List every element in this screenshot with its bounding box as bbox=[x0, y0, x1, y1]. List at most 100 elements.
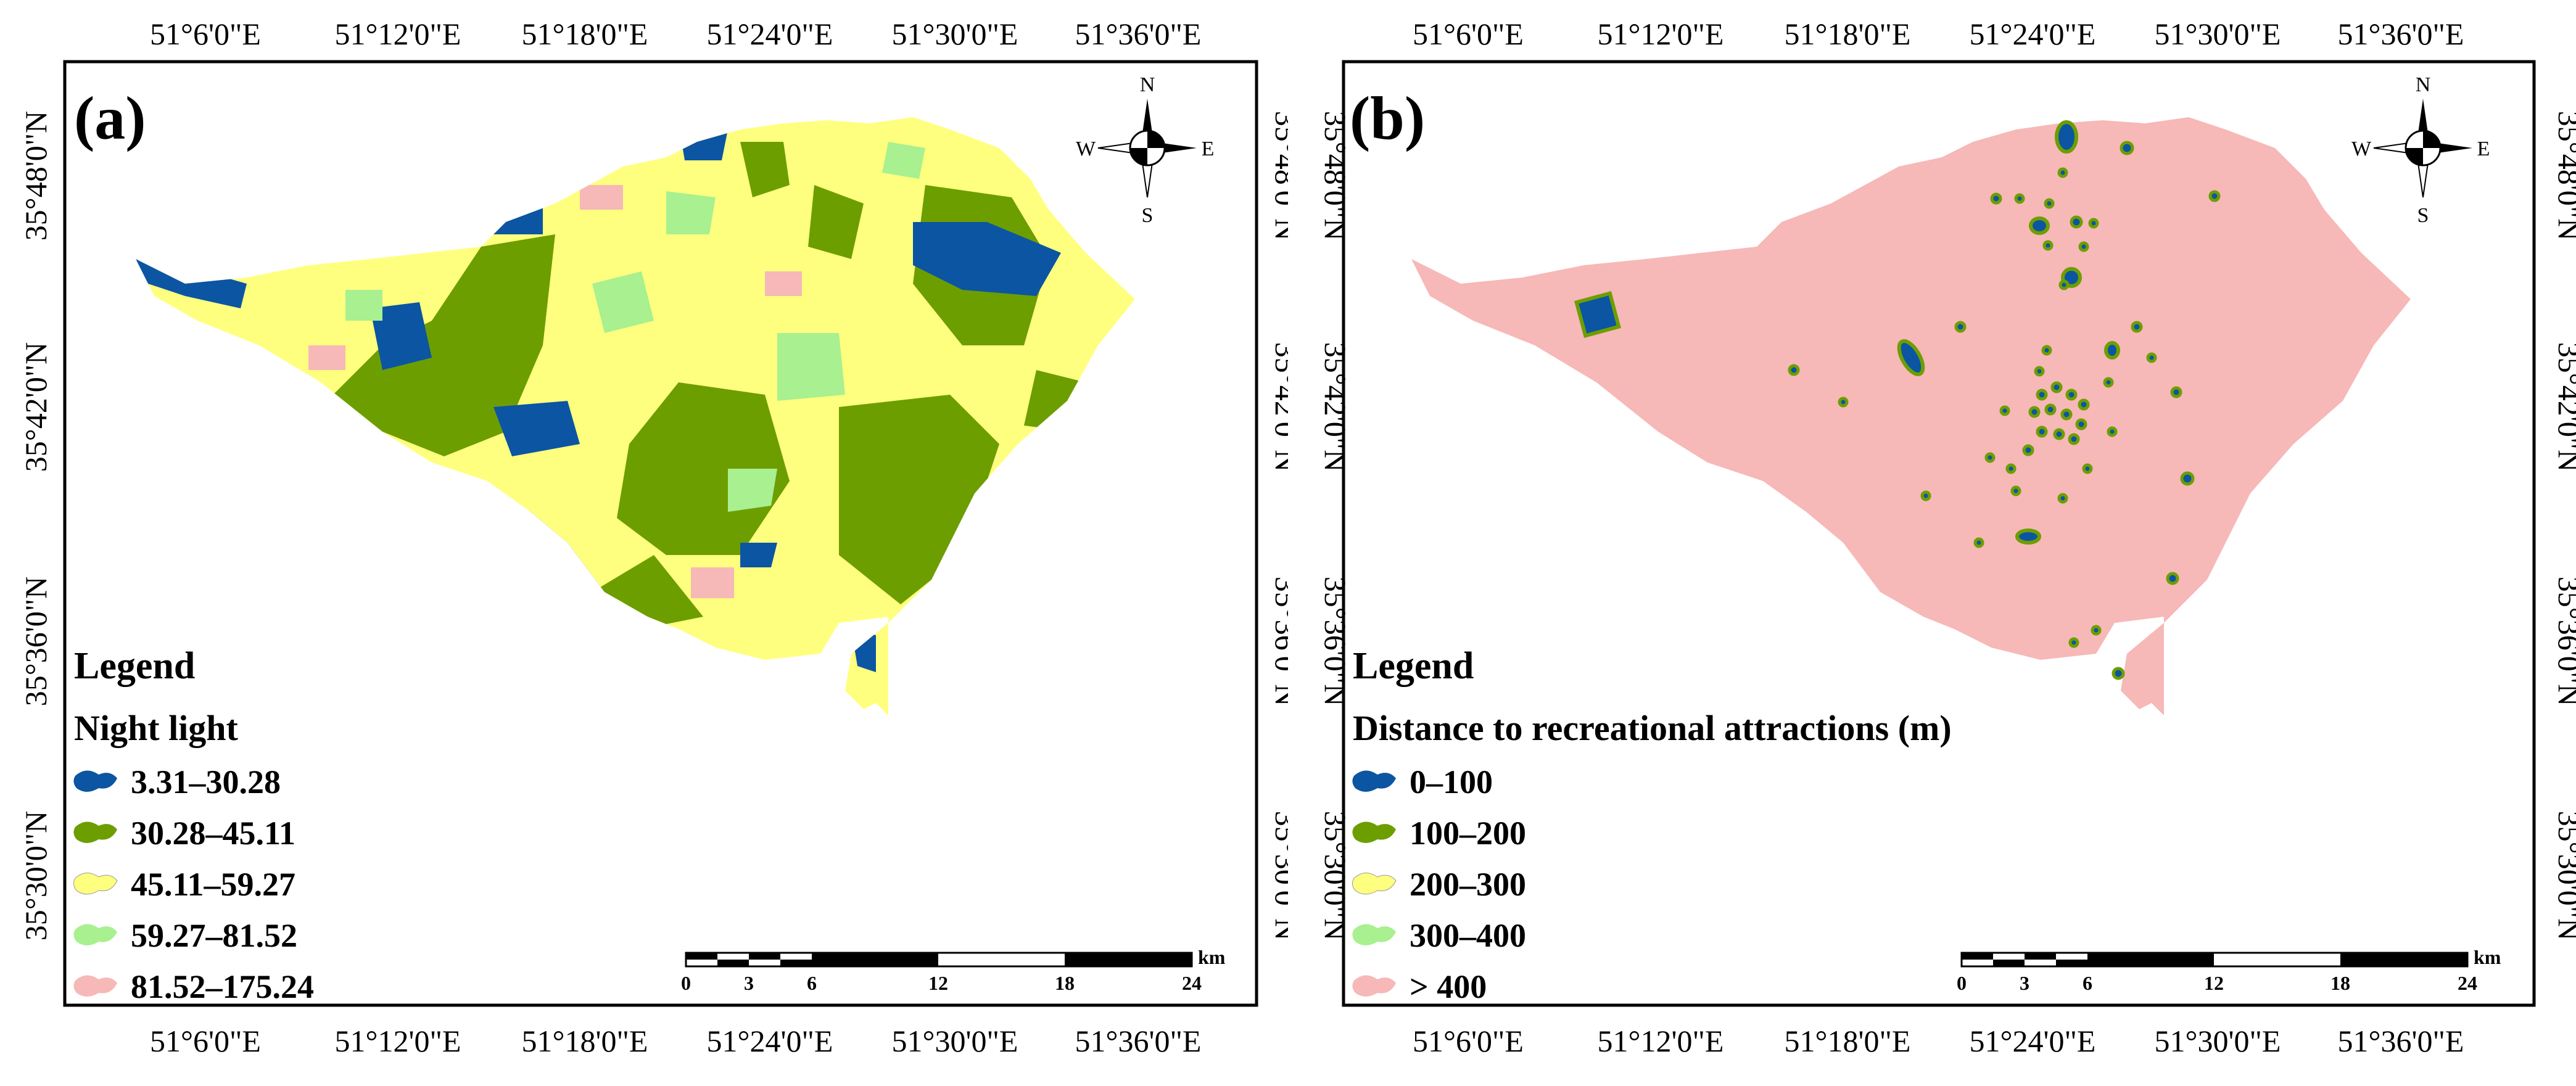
lon-label: 51°18'0"E bbox=[522, 1024, 648, 1058]
attraction-point bbox=[2112, 667, 2125, 680]
lon-label: 51°24'0"E bbox=[1970, 17, 2096, 51]
class-30-45 bbox=[740, 142, 790, 197]
attraction-point bbox=[2036, 426, 2048, 438]
scale-unit: km bbox=[2474, 946, 2501, 968]
lon-label: 51°24'0"E bbox=[707, 17, 833, 51]
attraction-point bbox=[2107, 426, 2118, 437]
legend-subtitle: Distance to recreational attractions (m) bbox=[1353, 708, 1952, 748]
class-59-81 bbox=[592, 271, 654, 333]
central-cluster bbox=[2022, 381, 2090, 456]
class-30-45 bbox=[333, 234, 555, 456]
compass-n: N bbox=[2416, 73, 2431, 96]
attraction-point bbox=[2068, 637, 2079, 648]
legend-title: Legend bbox=[1353, 645, 1474, 687]
class-3-30 bbox=[481, 185, 543, 234]
compass-icon: N S E W bbox=[1076, 73, 1214, 227]
legend-label: 3.31–30.28 bbox=[131, 763, 281, 800]
panel-a-night-light: 51°6'0"E 51°12'0"E 51°18'0"E 51°24'0"E 5… bbox=[0, 0, 1303, 1083]
scale-bar: 0 3 6 12 18 24 km bbox=[1957, 946, 2501, 994]
class-81-175 bbox=[802, 666, 839, 685]
attraction-point bbox=[2036, 389, 2048, 401]
compass-e: E bbox=[1202, 138, 1215, 160]
lat-label: 35°30'0"N bbox=[19, 811, 53, 941]
lon-labels-top: 51°6'0"E 51°12'0"E 51°18'0"E 51°24'0"E 5… bbox=[150, 17, 1201, 51]
lon-label: 51°6'0"E bbox=[1413, 1024, 1524, 1058]
class-3-30 bbox=[740, 543, 777, 567]
compass-icon: N S E W bbox=[2351, 73, 2490, 227]
legend-swatch bbox=[1352, 873, 1397, 895]
lat-labels-left: 35°48'0"N 35°42'0"N 35°36'0"N 35°30'0"N bbox=[1318, 111, 1353, 941]
attraction-point bbox=[2075, 418, 2087, 430]
compass-s: S bbox=[1142, 204, 1154, 227]
attraction-points bbox=[1574, 120, 2221, 680]
legend-label: > 400 bbox=[1410, 968, 1487, 1005]
scale-tick: 0 bbox=[1957, 972, 1967, 994]
legend-item: 45.11–59.27 bbox=[73, 866, 295, 903]
legend-item: 100–200 bbox=[1352, 815, 1526, 852]
lat-label: 35°36'0"N bbox=[1318, 577, 1353, 707]
compass-w: W bbox=[1076, 138, 1096, 160]
legend-label: 81.52–175.24 bbox=[131, 968, 314, 1005]
legend-item: 3.31–30.28 bbox=[73, 763, 281, 800]
lon-label: 51°6'0"E bbox=[150, 17, 261, 51]
attraction-point bbox=[2050, 381, 2063, 393]
attraction-point bbox=[2078, 241, 2089, 252]
attraction-point bbox=[2208, 190, 2221, 202]
legend-label: 0–100 bbox=[1410, 763, 1493, 800]
legend-label: 59.27–81.52 bbox=[131, 917, 297, 954]
class-81-175 bbox=[691, 567, 734, 598]
legend-swatch bbox=[1352, 975, 1396, 997]
legend-swatch bbox=[73, 821, 117, 843]
panel-label: (b) bbox=[1350, 84, 1425, 152]
legend-swatch bbox=[73, 770, 117, 792]
legend: Legend Distance to recreational attracti… bbox=[1352, 645, 1952, 1005]
attraction-point bbox=[2044, 198, 2055, 209]
lat-label: 35°42'0"N bbox=[1269, 342, 1288, 472]
attraction-point bbox=[2044, 403, 2057, 416]
attraction-point bbox=[2180, 471, 2195, 486]
lon-label: 51°6'0"E bbox=[150, 1024, 261, 1058]
attraction-point bbox=[1984, 452, 1996, 463]
legend-title: Legend bbox=[74, 645, 195, 687]
legend-label: 45.11–59.27 bbox=[131, 866, 295, 903]
map-frame bbox=[1342, 60, 2536, 1007]
legend-swatch bbox=[1352, 770, 1396, 792]
attraction-point bbox=[2170, 386, 2182, 398]
attraction-area bbox=[2029, 216, 2050, 235]
panel-label: (a) bbox=[74, 84, 146, 152]
lon-label: 51°36'0"E bbox=[1075, 1024, 1202, 1058]
attraction-point bbox=[2028, 406, 2041, 418]
class-59-81 bbox=[882, 142, 925, 179]
legend-item: 59.27–81.52 bbox=[73, 917, 297, 954]
lat-labels-left: 35°48'0"N 35°42'0"N 35°36'0"N 35°30'0"N bbox=[19, 111, 53, 941]
scale-tick: 12 bbox=[928, 972, 948, 994]
lat-label: 35°30'0"N bbox=[2552, 811, 2576, 941]
class-59-81 bbox=[666, 191, 716, 234]
class-3-30 bbox=[370, 302, 432, 370]
scale-tick: 6 bbox=[807, 972, 817, 994]
attraction-point bbox=[2078, 398, 2090, 411]
class-59-81 bbox=[777, 333, 845, 401]
lon-labels-bottom: 51°6'0"E 51°12'0"E 51°18'0"E 51°24'0"E 5… bbox=[150, 1024, 1201, 1058]
scale-tick: 24 bbox=[2458, 972, 2477, 994]
attraction-point bbox=[2065, 389, 2078, 401]
legend-swatch bbox=[73, 924, 117, 945]
attraction-point bbox=[2068, 433, 2080, 445]
attraction-point bbox=[2057, 493, 2068, 504]
attraction-point bbox=[1920, 490, 1931, 501]
legend-label: 100–200 bbox=[1410, 815, 1526, 852]
legend-item: 200–300 bbox=[1352, 866, 1526, 903]
class-59-81 bbox=[728, 469, 777, 512]
lon-label: 51°30'0"E bbox=[892, 1024, 1018, 1058]
class-81-175 bbox=[308, 345, 345, 370]
attraction-point bbox=[2005, 463, 2017, 474]
compass-s: S bbox=[2417, 204, 2429, 227]
lon-label: 51°24'0"E bbox=[1970, 1024, 2096, 1058]
scale-tick: 3 bbox=[744, 972, 754, 994]
class-30-45 bbox=[839, 395, 999, 604]
map-a: 51°6'0"E 51°12'0"E 51°18'0"E 51°24'0"E 5… bbox=[19, 17, 1303, 1058]
class-81-175 bbox=[765, 271, 802, 296]
attraction-point bbox=[2103, 377, 2114, 388]
lat-label: 35°30'0"N bbox=[1318, 811, 1353, 941]
lat-labels-right: 35°48'0"N 35°42'0"N 35°36'0"N 35°30'0"N bbox=[1269, 111, 1303, 941]
